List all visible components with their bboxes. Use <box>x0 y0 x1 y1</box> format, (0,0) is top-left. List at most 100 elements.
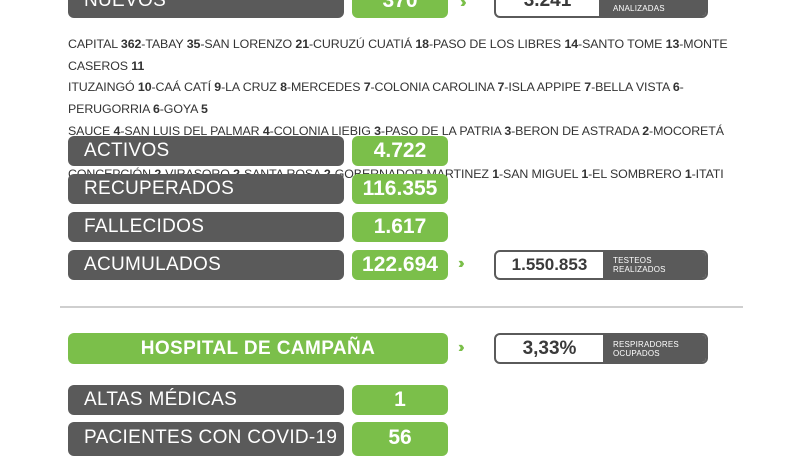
testeos-label: TESTEOS REALIZADOS <box>603 252 706 278</box>
town-separator: - <box>504 80 509 95</box>
respiradores-label: RESPIRADORES OCUPADOS <box>603 335 706 362</box>
town-name: TABAY <box>145 37 187 51</box>
town-separator: - <box>309 37 314 51</box>
town-name: COLONIA CAROLINA <box>374 80 498 95</box>
town-item: COLONIA LIEBIG 3- <box>274 124 385 138</box>
altas-label-text: ALTAS MÉDICAS <box>84 389 238 410</box>
town-item: COLONIA CAROLINA 7- <box>375 80 509 94</box>
town-count: 21 <box>295 37 309 51</box>
town-separator: - <box>269 123 274 138</box>
town-name: COLONIA LIEBIG <box>273 123 375 138</box>
town-count: 3 <box>374 123 381 138</box>
town-name: LA CRUZ <box>225 80 281 95</box>
acumulados-value: 122.694 <box>352 250 448 280</box>
town-separator: - <box>691 167 696 182</box>
town-separator: - <box>511 123 516 138</box>
town-separator: - <box>286 80 291 95</box>
town-name: EL SOMBRERO <box>592 167 685 182</box>
town-name: CAPITAL <box>68 37 121 51</box>
town-name: SAN MIGUEL <box>503 167 582 182</box>
town-item: ITUZAINGÓ 10- <box>68 80 156 94</box>
testeos-label-line1: TESTEOS <box>613 256 652 265</box>
town-count: 1 <box>492 167 499 182</box>
testeos-box: 1.550.853 TESTEOS REALIZADOS <box>494 250 708 280</box>
town-item: MERCEDES 7- <box>291 80 375 94</box>
town-separator: - <box>221 80 226 95</box>
town-item: PASO DE LOS LIBRES 14- <box>433 37 582 51</box>
recuperados-value: 116.355 <box>352 174 448 204</box>
town-item: PERUGORRIA 6- <box>68 102 164 116</box>
town-item: SAN MIGUEL 1- <box>503 167 592 181</box>
activos-value-text: 4.722 <box>373 139 427 162</box>
town-count: 3 <box>504 123 512 138</box>
town-name: SAN LUIS DEL PALMAR <box>124 123 263 138</box>
town-name: PASO DE LA PATRIA <box>384 123 505 138</box>
testeos-label-line2: REALIZADOS <box>613 265 666 274</box>
respiradores-label-line1: RESPIRADORES <box>613 339 679 349</box>
town-name: ITUZAINGÓ <box>68 80 138 95</box>
activos-label: ACTIVOS <box>68 136 344 166</box>
town-count: 362 <box>120 37 142 51</box>
nuevos-value: 370 <box>352 0 448 18</box>
town-count: 4 <box>262 123 270 138</box>
town-item: BELLA VISTA 6- <box>595 80 684 94</box>
town-item: SANTO TOME 13- <box>582 37 683 51</box>
fallecidos-value: 1.617 <box>352 212 448 242</box>
double-chevron-right-icon: ›› <box>458 339 464 356</box>
section-divider <box>60 306 743 308</box>
fallecidos-label: FALLECIDOS <box>68 212 344 242</box>
town-item: SAN LUIS DEL PALMAR 4- <box>124 124 273 138</box>
town-separator: - <box>159 102 164 117</box>
town-separator: - <box>380 123 385 138</box>
nuevos-label: NUEVOS <box>68 0 344 18</box>
respiradores-value: 3,33% <box>522 337 577 359</box>
towns-list: CAPITAL 362-TABAY 35-SAN LORENZO 21-CURU… <box>68 34 736 208</box>
town-item: CURUZÚ CUATIÁ 18- <box>313 37 433 51</box>
town-name: MONTE CASEROS <box>68 37 728 73</box>
town-item: BERON DE ASTRADA 2- <box>515 124 653 138</box>
acumulados-label: ACUMULADOS <box>68 250 344 280</box>
town-item: GOYA 5 <box>164 102 208 116</box>
town-name: GOYA <box>163 102 201 117</box>
town-separator: - <box>588 167 593 182</box>
altas-label: ALTAS MÉDICAS <box>68 385 344 415</box>
town-item: SAN LORENZO 21- <box>204 37 313 51</box>
town-count: 1 <box>581 167 589 182</box>
town-name: BELLA VISTA <box>595 80 673 95</box>
pacientes-label: PACIENTES CON COVID-19 <box>68 422 344 456</box>
town-count: 5 <box>200 102 208 117</box>
town-count: 13 <box>665 37 680 51</box>
town-count: 2 <box>642 123 650 138</box>
hospital-title-text: HOSPITAL DE CAMPAÑA <box>140 337 376 359</box>
town-count: 14 <box>564 37 579 51</box>
town-separator: - <box>578 37 583 51</box>
town-separator: - <box>679 80 684 95</box>
town-name: ITATI <box>695 167 724 182</box>
activos-value: 4.722 <box>352 136 448 166</box>
recuperados-value-text: 116.355 <box>362 177 438 200</box>
town-separator: - <box>151 80 156 95</box>
town-item: CAPITAL 362- <box>68 37 145 51</box>
town-name: ISLA APPIPE <box>508 80 585 95</box>
town-item: LA CRUZ 8- <box>225 80 291 94</box>
town-name: PASO DE LOS LIBRES <box>432 37 565 51</box>
nuevos-value-text: 370 <box>382 0 418 12</box>
town-name: BERON DE ASTRADA <box>515 123 643 138</box>
altas-value: 1 <box>352 385 448 415</box>
town-count: 1 <box>684 167 692 182</box>
acumulados-value-text: 122.694 <box>362 253 438 276</box>
analizadas-label-text: ANALIZADAS <box>613 4 665 13</box>
town-count: 7 <box>584 80 592 95</box>
nuevos-label-text: NUEVOS <box>84 0 167 11</box>
town-count: 8 <box>280 80 287 95</box>
town-name: SANTO TOME <box>582 37 666 51</box>
respiradores-label-line2: OCUPADOS <box>613 348 660 358</box>
town-count: 35 <box>186 37 201 51</box>
town-name: CAÁ CATÍ <box>155 80 215 95</box>
town-item: CAÁ CATÍ 9- <box>156 80 226 94</box>
town-separator: - <box>200 37 205 51</box>
town-item: MONTE CASEROS 11 <box>68 37 728 73</box>
analizadas-label: ANALIZADAS <box>599 0 706 16</box>
respiradores-box: 3,33% RESPIRADORES OCUPADOS <box>494 333 708 364</box>
fallecidos-label-text: FALLECIDOS <box>84 216 205 237</box>
